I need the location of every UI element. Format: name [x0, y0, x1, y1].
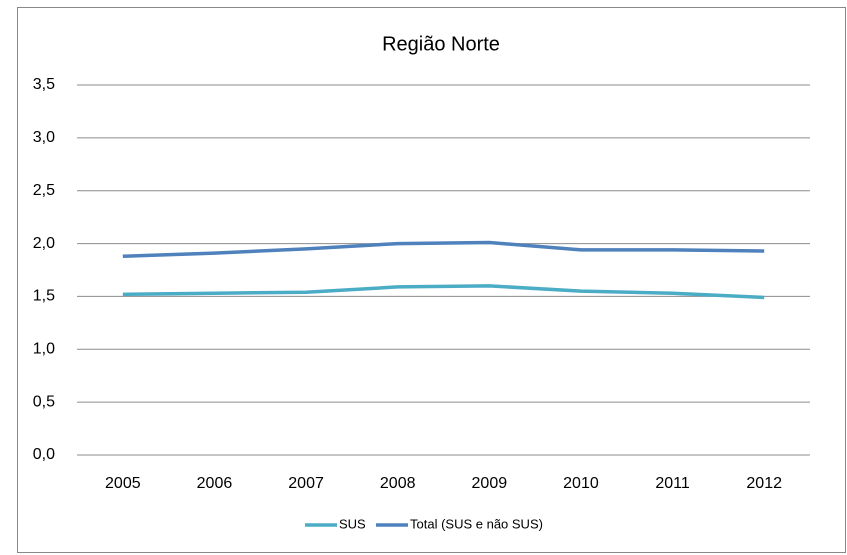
- y-tick-label: 1,0: [33, 341, 55, 358]
- x-tick-label: 2012: [746, 475, 782, 492]
- y-tick-label: 0,0: [33, 446, 55, 463]
- x-tick-label: 2011: [655, 475, 690, 492]
- y-tick-label: 3,0: [33, 129, 55, 146]
- x-tick-label: 2006: [197, 475, 233, 492]
- legend-label: SUS: [339, 516, 366, 531]
- y-tick-label: 1,5: [33, 288, 55, 305]
- y-tick-label: 3,5: [33, 76, 55, 93]
- x-tick-label: 2007: [288, 475, 324, 492]
- x-tick-label: 2009: [472, 475, 508, 492]
- chart-border: [17, 7, 846, 553]
- series-line: [122, 284, 765, 300]
- y-tick-label: 2,0: [33, 235, 55, 252]
- x-tick-label: 2010: [563, 475, 599, 492]
- legend-label: Total (SUS e não SUS): [410, 516, 543, 531]
- x-tick-label: 2008: [380, 475, 416, 492]
- series-line: [122, 240, 765, 259]
- x-tick-label: 2005: [105, 475, 141, 492]
- y-tick-label: 0,5: [33, 393, 55, 410]
- chart-title: Região Norte: [382, 33, 500, 55]
- y-tick-label: 2,5: [33, 182, 55, 199]
